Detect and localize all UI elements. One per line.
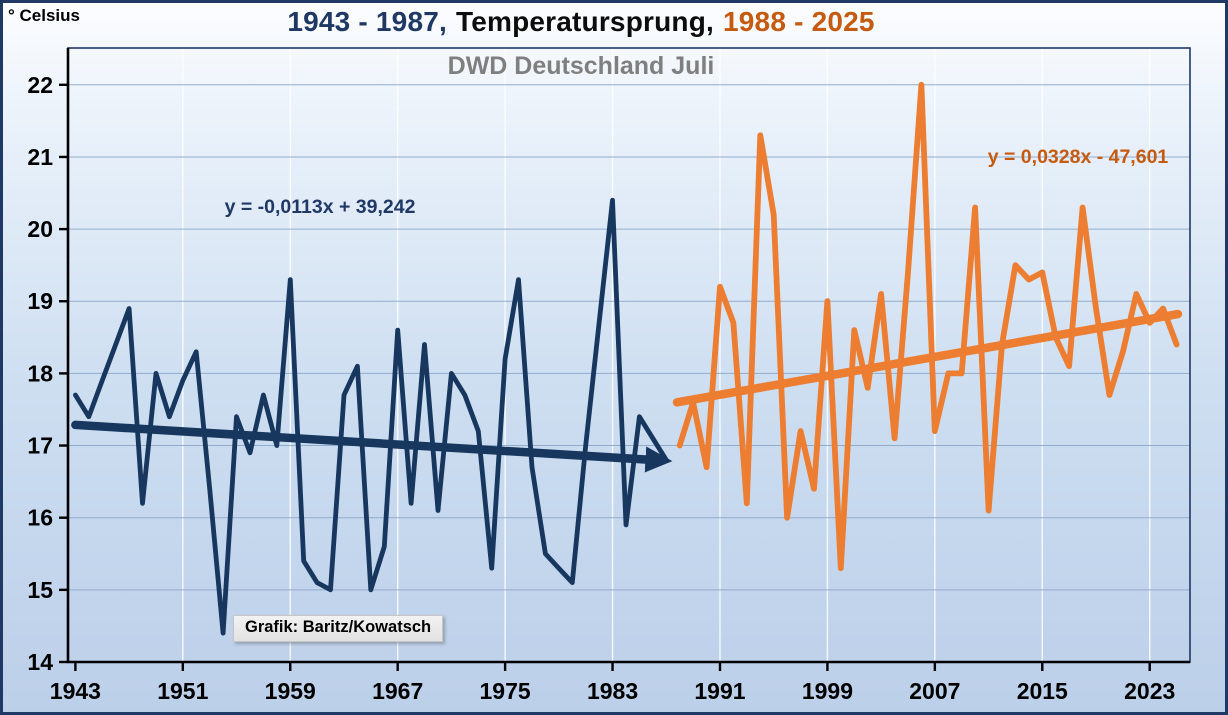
x-tick-label-1943: 1943 bbox=[50, 678, 101, 704]
y-axis-unit-label: ° Celsius bbox=[8, 6, 80, 25]
x-tick-label-1999: 1999 bbox=[802, 678, 853, 704]
trend-equation-blue: y = -0,0113x + 39,242 bbox=[224, 196, 416, 218]
y-tick-label-21: 21 bbox=[27, 144, 53, 170]
x-tick-label-1967: 1967 bbox=[372, 678, 423, 704]
y-tick-label-14: 14 bbox=[27, 649, 53, 675]
x-tick-label-2023: 2023 bbox=[1124, 678, 1175, 704]
plot-border bbox=[67, 47, 1191, 663]
y-tick-label-17: 17 bbox=[27, 433, 53, 459]
chart-title: 1943 - 1987, Temperatursprung, 1988 - 2025 bbox=[0, 6, 1162, 38]
y-tick-label-22: 22 bbox=[27, 72, 53, 98]
title-period-2: 1988 - 2025 bbox=[723, 6, 875, 37]
x-tick-label-1991: 1991 bbox=[694, 678, 745, 704]
title-period-1: 1943 - 1987, bbox=[287, 6, 447, 37]
x-tick-label-1951: 1951 bbox=[157, 678, 208, 704]
series-line-orange bbox=[676, 81, 1180, 572]
data-series bbox=[71, 81, 1183, 636]
x-tick-label-2015: 2015 bbox=[1017, 678, 1068, 704]
y-tick-label-19: 19 bbox=[27, 288, 53, 314]
y-tick-label-20: 20 bbox=[27, 216, 53, 242]
chart-subtitle: DWD Deutschland Juli bbox=[447, 52, 715, 80]
y-tick-label-15: 15 bbox=[27, 577, 53, 603]
x-tick-label-2007: 2007 bbox=[909, 678, 960, 704]
x-tick-label-1975: 1975 bbox=[480, 678, 531, 704]
x-tick-label-1959: 1959 bbox=[265, 678, 316, 704]
series-line-blue bbox=[73, 197, 669, 636]
y-tick-label-16: 16 bbox=[27, 505, 53, 531]
trend-equation-orange: y = 0,0328x - 47,601 bbox=[987, 146, 1169, 168]
y-tick-label-18: 18 bbox=[27, 360, 53, 386]
credit-badge: Grafik: Baritz/Kowatsch bbox=[233, 615, 444, 642]
trend-line-orange bbox=[672, 309, 1183, 407]
x-tick-label-1983: 1983 bbox=[587, 678, 638, 704]
axes: 14 15 16 17 18 19 20 21 22 1943 1951 1959 1967 1975 19… bbox=[27, 47, 1191, 704]
gridlines bbox=[68, 48, 1190, 662]
title-main: Temperatursprung, bbox=[455, 6, 714, 37]
trend-line-blue-arrow bbox=[71, 420, 673, 473]
